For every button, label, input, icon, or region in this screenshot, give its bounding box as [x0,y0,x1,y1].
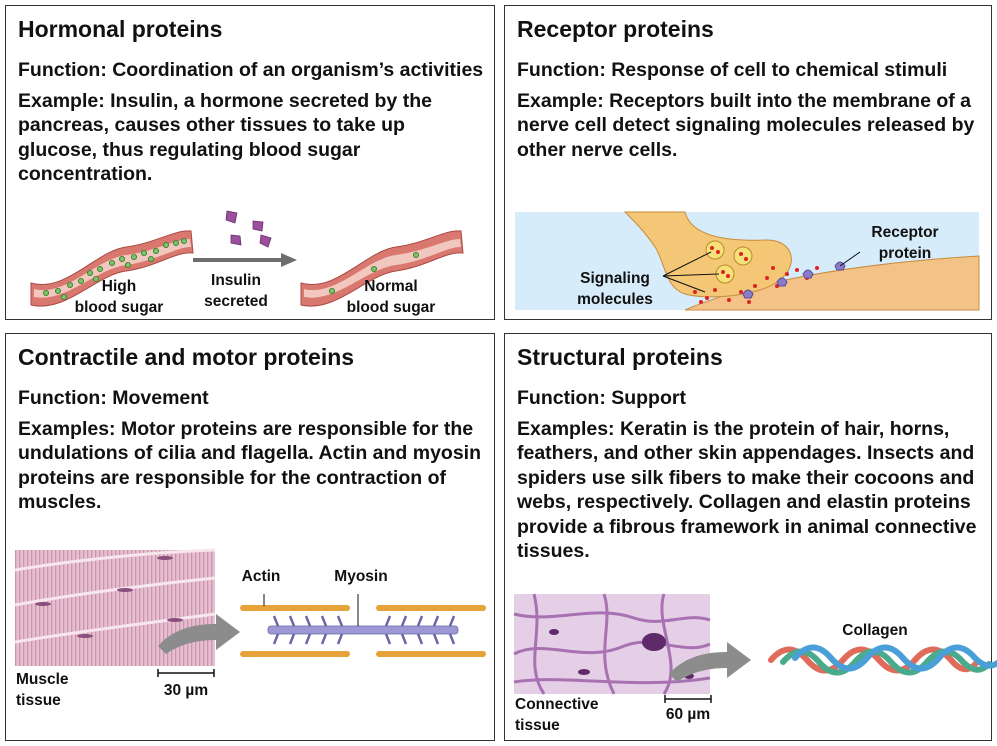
structural-panel: Structural proteins Function: Support Ex… [504,333,997,741]
high-blood-vessel-illustration [30,230,194,307]
high-blood-sugar-label: High blood sugar [64,276,174,318]
structural-body: Function: Support Examples: Keratin is t… [517,386,983,570]
scale-label: 30 µm [163,682,209,699]
muscle-tissue-micrograph [14,548,216,666]
high-label-line1: High [101,278,137,295]
normal-blood-sugar-label: Normal blood sugar [331,276,451,318]
signaling-label-line2: molecules [577,291,653,308]
insulin-label-line1: Insulin [211,272,261,289]
receptor-body: Function: Response of cell to chemical s… [517,58,983,168]
myosin-label: Myosin [334,568,388,585]
muscle-label-line2: tissue [16,692,61,709]
receptor-panel: Receptor proteins Function: Response of … [504,5,992,320]
hormonal-panel: Hormonal proteins Function: Coordination… [5,5,495,320]
hormonal-body: Function: Coordination of an organism’s … [18,58,486,193]
muscle-zoom-arrow-icon [158,614,240,654]
receptor-label-line2: protein [878,245,932,262]
contractile-panel: Contractile and motor proteins Function:… [5,333,495,741]
muscle-tissue-label: Muscle tissue [16,669,78,711]
receptor-function: Function: Response of cell to chemical s… [517,59,948,81]
normal-label-line2: blood sugar [346,299,436,316]
collagen-zoom-arrow-icon [669,642,751,682]
contractile-example: Examples: Motor proteins are responsible… [18,417,482,514]
signaling-molecules-label: Signaling molecules [560,268,670,310]
connective-label-line1: Connective [515,696,599,713]
receptor-protein-label: Receptor protein [855,222,955,264]
contractile-title: Contractile and motor proteins [18,344,355,370]
receptor-example: Example: Receptors built into the membra… [517,89,975,161]
hormonal-example: Example: Insulin, a hormone secreted by … [18,89,432,186]
actin-myosin-illustration [240,594,486,657]
receptor-label-line1: Receptor [871,224,939,241]
insulin-secreted-label: Insulin secreted [196,270,276,312]
contractile-body: Function: Movement Examples: Motor prote… [18,386,486,521]
hormonal-title: Hormonal proteins [18,16,223,42]
actin-label: Actin [241,568,281,585]
scale-bar [664,695,712,703]
collagen-triple-helix-illustration [768,644,997,676]
collagen-label: Collagen [842,622,908,639]
contractile-function: Function: Movement [18,387,209,409]
connective-tissue-label: Connective tissue [515,694,615,736]
muscle-label-line1: Muscle [16,671,69,688]
structural-example: Examples: Keratin is the protein of hair… [517,417,977,563]
hormonal-function: Function: Coordination of an organism’s … [18,59,484,81]
insulin-arrow-icon [193,253,297,267]
signaling-label-line1: Signaling [580,270,650,287]
scale-bar [157,669,215,677]
insulin-label-line2: secreted [204,293,268,310]
scale-label: 60 µm [665,706,711,723]
normal-blood-vessel-illustration [300,230,464,307]
structural-title: Structural proteins [517,344,723,370]
high-label-line2: blood sugar [74,299,164,316]
connective-label-line2: tissue [515,717,560,734]
normal-label-line1: Normal [364,278,418,295]
receptor-title: Receptor proteins [517,16,714,42]
structural-function: Function: Support [517,387,686,409]
insulin-molecules-icon [225,210,272,248]
nerve-synapse-illustration [515,211,980,311]
